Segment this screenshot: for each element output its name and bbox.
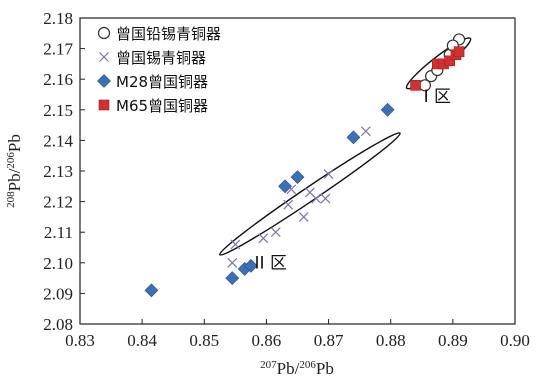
- legend-item: 曾国锡青铜器: [99, 49, 206, 67]
- x-tick-label: 0.87: [314, 331, 344, 350]
- data-point-x-mark: [360, 126, 371, 137]
- data-point-diamond: [97, 74, 111, 88]
- data-point-x-mark: [99, 52, 109, 62]
- series-diamond: [144, 102, 395, 298]
- data-point-diamond: [346, 130, 361, 145]
- data-point-x-mark: [323, 169, 334, 179]
- y-tick-label: 2.08: [43, 315, 73, 334]
- y-tick-label: 2.16: [43, 70, 73, 89]
- y-axis-label-sup2: 206: [5, 152, 17, 169]
- x-axis-label-sup: 207: [260, 359, 277, 371]
- zone-label: I 区: [424, 87, 451, 107]
- data-point-x-mark: [311, 193, 322, 204]
- x-mark-stroke: [258, 233, 269, 244]
- x-axis-label-sup2: 206: [299, 359, 316, 371]
- data-point-x-mark: [230, 239, 241, 250]
- data-point-diamond: [144, 283, 159, 298]
- x-tick-label: 0.85: [189, 331, 219, 350]
- y-tick-label: 2.11: [44, 223, 73, 242]
- data-point-x-mark: [320, 193, 331, 204]
- x-tick-label: 0.86: [252, 331, 282, 350]
- data-point-square: [444, 55, 456, 67]
- x-mark-stroke: [311, 193, 322, 204]
- y-axis-label-sup: 208: [5, 191, 17, 208]
- x-mark-stroke: [283, 199, 294, 210]
- x-mark-stroke: [227, 257, 238, 268]
- legend-item: 曾国铅锡青铜器: [97, 25, 221, 43]
- x-tick-label: 0.88: [376, 331, 406, 350]
- y-axis-label-base: Pb/: [5, 168, 24, 191]
- legend-label: 曾国铅锡青铜器: [116, 25, 221, 43]
- zone-annotations: I 区 II 区: [255, 87, 451, 273]
- zone-label: II 区: [255, 253, 287, 273]
- y-tick-label: 2.18: [43, 9, 73, 28]
- y-axis-label-base2: Pb: [5, 134, 24, 152]
- y-tick-label: 2.13: [43, 162, 73, 181]
- x-tick-label: 0.90: [500, 331, 530, 350]
- data-point-x-mark: [298, 211, 309, 222]
- data-point-x-mark: [227, 257, 238, 268]
- legend-item: M28曾国铜器: [97, 73, 208, 91]
- data-point-diamond: [290, 170, 305, 185]
- x-mark-stroke: [298, 211, 309, 222]
- series-square: [410, 46, 465, 91]
- data-points: [144, 33, 466, 298]
- x-mark-stroke: [360, 126, 371, 137]
- data-point-diamond: [243, 258, 258, 273]
- x-mark-stroke: [323, 169, 334, 179]
- data-point-square: [410, 80, 421, 91]
- legend-item: M65曾国铜器: [98, 97, 208, 115]
- y-axis-label: 208Pb/206Pb: [5, 134, 24, 208]
- data-point-open-circle: [97, 26, 111, 40]
- legend-label: 曾国锡青铜器: [116, 49, 206, 67]
- data-point-x-mark: [258, 233, 269, 244]
- data-point-diamond: [225, 271, 240, 286]
- legend-label: M65曾国铜器: [116, 97, 208, 115]
- ellipse-zone-2: [218, 132, 401, 256]
- data-point-square: [453, 46, 465, 57]
- x-tick-label: 0.83: [65, 331, 95, 350]
- x-mark-stroke: [286, 184, 297, 195]
- x-tick-label: 0.84: [127, 331, 157, 350]
- x-axis-label: 207Pb/206Pb: [260, 359, 334, 378]
- y-tick-label: 2.12: [43, 193, 73, 212]
- series-x: [227, 126, 371, 268]
- x-mark-stroke: [270, 227, 281, 238]
- legend-label: M28曾国铜器: [116, 73, 208, 91]
- data-point-diamond: [380, 102, 395, 117]
- data-point-x-mark: [283, 199, 294, 210]
- y-tick-label: 2.09: [43, 284, 73, 303]
- data-point-diamond: [278, 179, 292, 194]
- x-mark-stroke: [99, 52, 109, 62]
- data-point-square: [98, 99, 110, 111]
- y-tick-label: 2.17: [43, 40, 73, 59]
- y-tick-label: 2.15: [43, 101, 73, 120]
- x-mark-stroke: [305, 187, 315, 198]
- axis-ticks: 0.83 0.84 0.85 0.86 0.87 0.88 0.89 0.90 2.08 2.09…: [43, 9, 530, 350]
- x-mark-stroke: [320, 193, 331, 204]
- x-axis-label-base2: Pb: [316, 359, 334, 378]
- x-tick-label: 0.89: [438, 331, 468, 350]
- x-mark-stroke: [230, 239, 241, 250]
- y-tick-label: 2.14: [43, 131, 73, 150]
- y-tick-label: 2.10: [43, 254, 73, 273]
- x-axis-label-base: Pb/: [277, 359, 300, 378]
- data-point-x-mark: [270, 227, 281, 238]
